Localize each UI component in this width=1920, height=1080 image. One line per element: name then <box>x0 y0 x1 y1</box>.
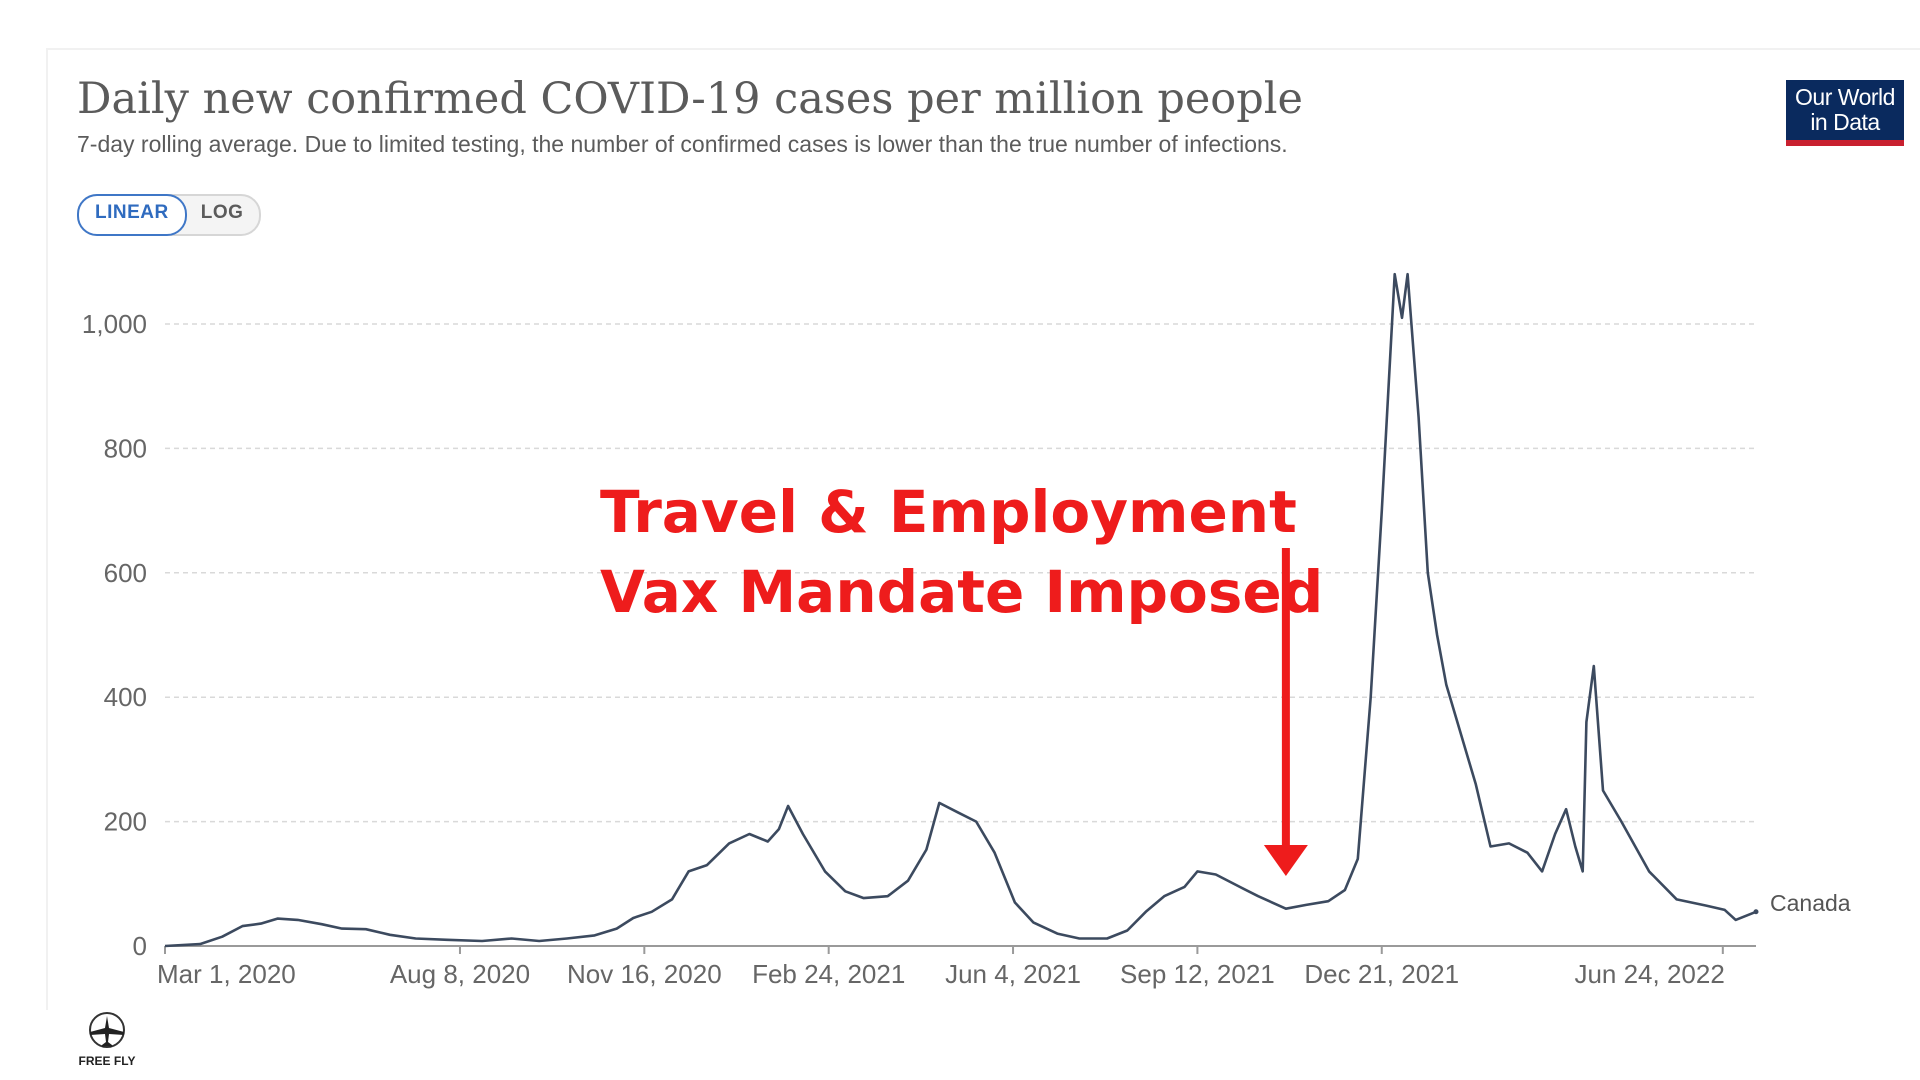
x-tick-label: Nov 16, 2020 <box>567 959 722 989</box>
chart-frame <box>46 48 1920 1010</box>
airplane-icon <box>89 1012 125 1048</box>
annotation-line-1: Travel & Employment <box>600 478 1297 546</box>
x-axis-ticks: Mar 1, 2020 Aug 8, 2020 Nov 16, 2020 Feb 24… <box>157 946 1725 989</box>
annotation-text: Travel & Employment Vax Mandate Imposed <box>600 472 1324 632</box>
log-scale-button[interactable]: LOG <box>200 202 244 223</box>
logo-line-1: Our World <box>1795 84 1895 110</box>
y-tick-label: 600 <box>104 558 147 588</box>
x-tick-label: Mar 1, 2020 <box>157 959 296 989</box>
our-world-in-data-logo[interactable]: Our World in Data <box>1786 80 1904 146</box>
annotation-arrow-head <box>1263 845 1308 876</box>
x-tick-label: Jun 4, 2021 <box>945 959 1081 989</box>
logo-line-2: in Data <box>1810 109 1880 135</box>
chart-title: Daily new confirmed COVID-19 cases per m… <box>77 74 1303 124</box>
free-fly-watermark: FREE FLY <box>79 1012 136 1068</box>
y-tick-label: 0 <box>133 931 147 961</box>
y-tick-label: 200 <box>104 807 147 837</box>
scale-toggle: LINEAR LOG <box>77 194 262 236</box>
y-tick-label: 1,000 <box>82 309 147 339</box>
y-tick-label: 800 <box>104 433 147 463</box>
x-tick-label: Sep 12, 2021 <box>1120 959 1275 989</box>
series-label-canada: Canada <box>1770 890 1851 916</box>
x-tick-label: Jun 24, 2022 <box>1574 959 1724 989</box>
x-tick-label: Feb 24, 2021 <box>752 959 905 989</box>
gridlines <box>165 323 1756 823</box>
chart-subtitle: 7-day rolling average. Due to limited te… <box>77 131 1288 157</box>
y-tick-label: 400 <box>104 682 147 712</box>
annotation-line-2: Vax Mandate Imposed <box>600 558 1324 626</box>
x-tick-label: Dec 21, 2021 <box>1304 959 1459 989</box>
y-axis-ticks: 0 200 400 600 800 1,000 <box>82 309 147 961</box>
series-end-point <box>1753 909 1759 915</box>
watermark-text: FREE FLY <box>79 1054 136 1068</box>
linear-scale-button[interactable]: LINEAR <box>77 194 187 236</box>
series-line-canada[interactable] <box>164 272 1757 948</box>
x-tick-label: Aug 8, 2020 <box>390 959 530 989</box>
